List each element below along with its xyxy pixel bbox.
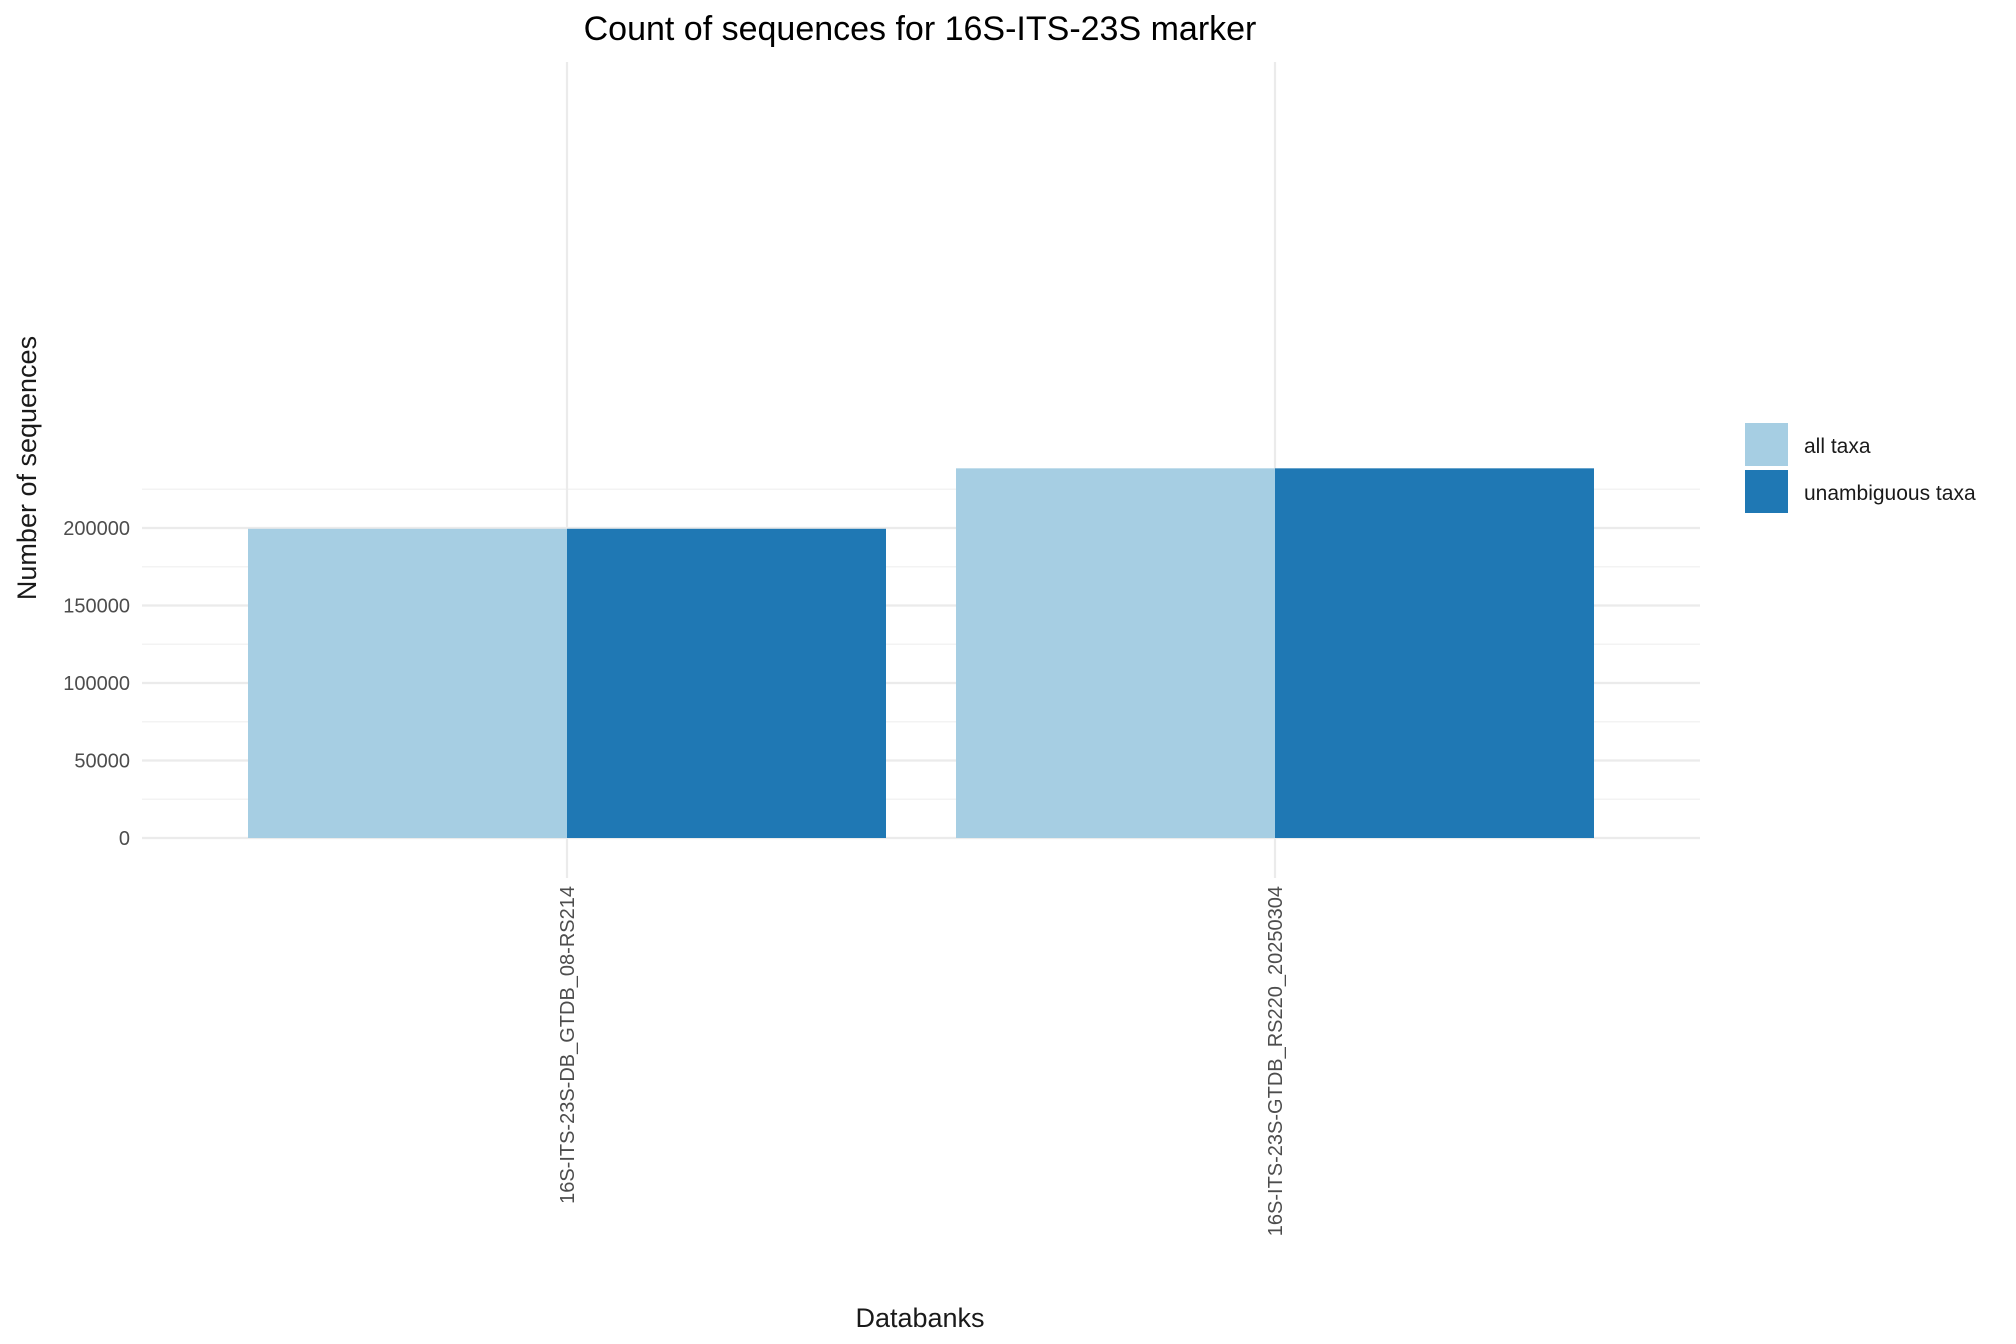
bar-unambiguous-taxa-2 [1275, 468, 1594, 838]
bar-all-taxa-2 [956, 468, 1275, 838]
legend-label-all-taxa: all taxa [1804, 435, 1871, 458]
y-tick-labels: 0 50000 100000 150000 200000 [63, 518, 130, 850]
legend-label-unambiguous-taxa: unambiguous taxa [1804, 482, 1976, 505]
legend-swatch-unambiguous-taxa [1745, 470, 1788, 513]
y-tick-label: 0 [119, 828, 130, 850]
x-tick-label: 16S-ITS-23S-DB_GTDB_08-RS214 [557, 886, 579, 1204]
bar-all-taxa-1 [248, 528, 567, 838]
legend: all taxa unambiguous taxa [1745, 423, 1976, 513]
y-tick-label: 50000 [74, 751, 130, 773]
x-tick-labels: 16S-ITS-23S-DB_GTDB_08-RS214 16S-ITS-23S-… [557, 886, 1287, 1236]
y-tick-label: 200000 [63, 518, 130, 540]
bar-unambiguous-taxa-1 [567, 528, 886, 838]
x-axis-title: Databanks [855, 1303, 984, 1333]
legend-swatch-all-taxa [1745, 423, 1788, 466]
bars [248, 468, 1594, 838]
y-axis-title: Number of sequences [12, 336, 42, 600]
x-tick-label: 16S-ITS-23S-GTDB_RS220_20250304 [1265, 886, 1287, 1236]
y-tick-label: 150000 [63, 596, 130, 618]
y-tick-label: 100000 [63, 673, 130, 695]
chart-title: Count of sequences for 16S-ITS-23S marke… [584, 10, 1257, 48]
